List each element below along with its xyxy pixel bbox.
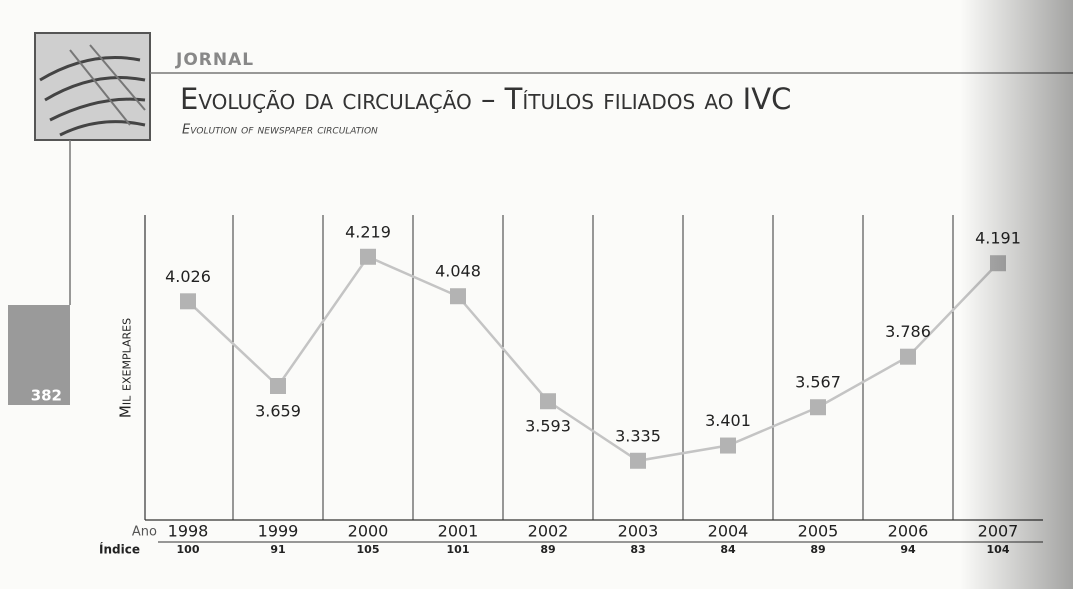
page-number: 382 <box>31 387 62 405</box>
x-tick-label: 2002 <box>528 522 569 541</box>
index-value: 100 <box>177 543 200 556</box>
page: 382 JORNAL Evolução da circulação – Títu… <box>0 0 1073 589</box>
index-label: Índice <box>99 542 140 557</box>
data-point <box>540 393 556 409</box>
data-label: 3.786 <box>885 322 931 341</box>
data-label: 3.593 <box>525 417 571 436</box>
page-shadow <box>960 0 1073 589</box>
index-value: 89 <box>810 543 825 556</box>
data-label: 3.567 <box>795 373 841 392</box>
data-point <box>900 349 916 365</box>
x-tick-label: 2006 <box>888 522 929 541</box>
index-value: 89 <box>540 543 555 556</box>
x-tick-label: 2004 <box>708 522 749 541</box>
data-label: 4.048 <box>435 262 481 281</box>
data-point <box>270 378 286 394</box>
x-tick-label: 2003 <box>618 522 659 541</box>
index-value: 83 <box>630 543 645 556</box>
data-point <box>450 288 466 304</box>
section-label: JORNAL <box>175 50 254 70</box>
y-axis-label: Mil exemplares <box>117 318 135 418</box>
chart-subtitle: Evolution of newspaper circulation <box>182 123 378 138</box>
index-value: 94 <box>900 543 916 556</box>
x-tick-label: 2005 <box>798 522 839 541</box>
data-point <box>180 293 196 309</box>
data-label: 3.335 <box>615 426 661 445</box>
index-value: 101 <box>447 543 470 556</box>
data-point <box>810 399 826 415</box>
x-axis-label: Ano <box>132 525 157 540</box>
x-tick-label: 1999 <box>258 522 299 541</box>
index-value: 105 <box>357 543 380 556</box>
index-value: 84 <box>720 543 736 556</box>
data-point <box>630 453 646 469</box>
header-image <box>35 33 150 140</box>
data-point <box>360 249 376 265</box>
chart-title: Evolução da circulação – Títulos filiado… <box>180 82 791 116</box>
x-tick-label: 2000 <box>348 522 389 541</box>
data-point <box>720 438 736 454</box>
index-value: 91 <box>270 543 285 556</box>
data-label: 4.219 <box>345 222 391 241</box>
x-tick-label: 2001 <box>438 522 479 541</box>
x-tick-label: 1998 <box>168 522 209 541</box>
data-label: 4.026 <box>165 267 211 286</box>
data-label: 3.659 <box>255 402 301 421</box>
data-label: 3.401 <box>705 411 751 430</box>
